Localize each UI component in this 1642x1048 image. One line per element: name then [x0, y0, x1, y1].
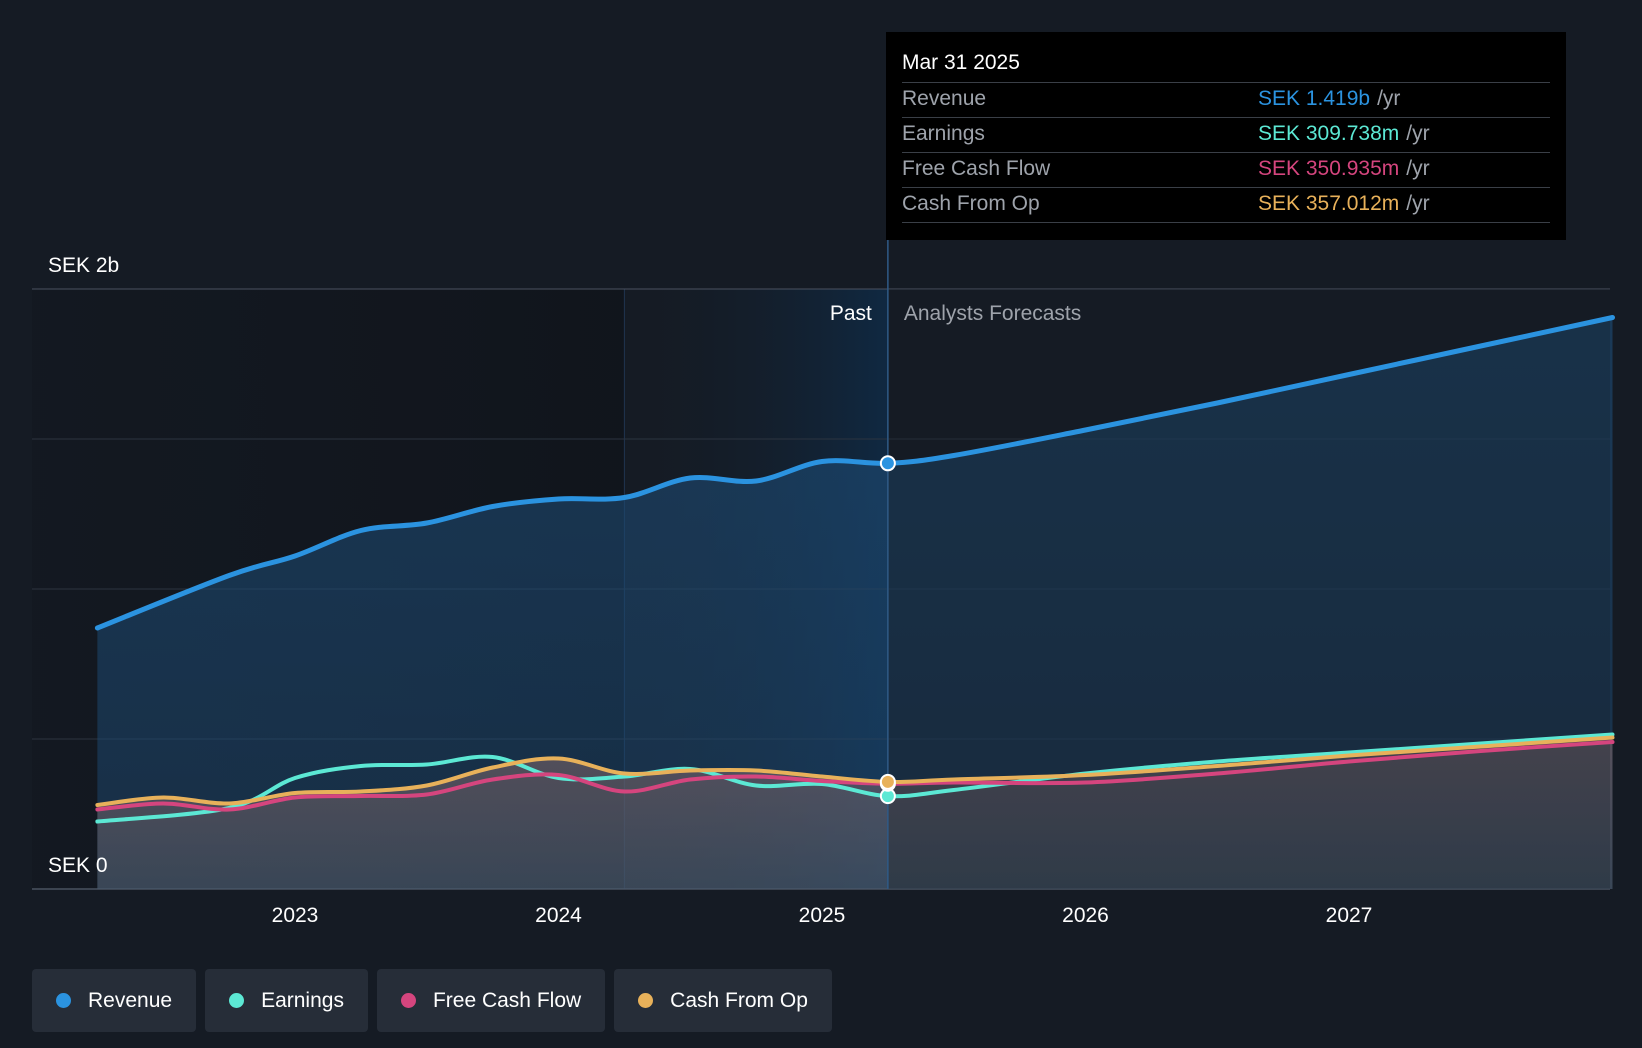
legend-item-revenue[interactable]: Revenue: [32, 969, 197, 1032]
cash-from-op-line: [95, 735, 1615, 807]
tooltip-value: SEK 309.738m: [1258, 122, 1400, 145]
x-tick-label: 2024: [535, 904, 582, 927]
lower-series-area: [97, 737, 1613, 889]
x-tick-label: 2026: [1062, 904, 1109, 927]
cash-from-op-marker: [879, 773, 896, 790]
tooltip-unit: /yr: [1406, 122, 1430, 145]
tooltip-value: SEK 357.012m: [1258, 192, 1400, 215]
legend-item-free-cash-flow[interactable]: Free Cash Flow: [376, 969, 606, 1032]
tooltip: Mar 31 2025 Revenue SEK 1.419b/yr Earnings…: [886, 32, 1566, 240]
revenue-line: [94, 315, 1615, 631]
past-label: Past: [830, 302, 872, 325]
tooltip-label: Earnings: [902, 122, 985, 145]
earnings-line: [95, 732, 1615, 824]
tooltip-date: Mar 31 2025: [902, 51, 1020, 74]
legend-label: Earnings: [261, 988, 344, 1012]
x-tick-label: 2027: [1326, 904, 1373, 927]
legend-label: Revenue: [88, 988, 173, 1012]
tooltip-unit: /yr: [1406, 157, 1430, 180]
tooltip-value: SEK 1.419b: [1258, 87, 1371, 110]
legend-item-cash-from-op[interactable]: Cash From Op: [614, 969, 832, 1032]
tooltip-unit: /yr: [1406, 192, 1430, 215]
y-axis-top-label: SEK 2b: [48, 254, 119, 277]
tooltip-row: Cash From Op SEK 357.012m/yr: [902, 187, 1550, 223]
legend-dot-icon: [638, 993, 654, 1008]
legend-dot-icon: [229, 993, 245, 1008]
tooltip-value: SEK 350.935m: [1258, 157, 1400, 180]
forecast-overlay: [887, 289, 1610, 889]
free-cash-flow-line: [95, 740, 1615, 812]
revenue-marker: [879, 455, 896, 472]
tooltip-label: Cash From Op: [902, 192, 1040, 215]
legend-item-earnings[interactable]: Earnings: [205, 969, 368, 1032]
x-tick-label: 2025: [799, 904, 846, 927]
tooltip-row: Earnings SEK 309.738m/yr: [902, 117, 1550, 152]
tooltip-row: Revenue SEK 1.419b/yr: [902, 82, 1550, 117]
revenue-area: [97, 317, 1613, 889]
y-axis-bottom-label: SEK 0: [48, 854, 108, 877]
legend-dot-icon: [56, 993, 71, 1008]
forecast-label: Analysts Forecasts: [904, 302, 1081, 325]
tooltip-label: Free Cash Flow: [902, 157, 1051, 180]
legend-label: Free Cash Flow: [432, 988, 582, 1012]
legend-label: Cash From Op: [670, 988, 808, 1012]
x-tick-label: 2023: [272, 904, 319, 927]
tooltip-unit: /yr: [1377, 87, 1401, 110]
legend: Revenue Earnings Free Cash Flow Cash From O…: [32, 969, 841, 1032]
tooltip-label: Revenue: [902, 87, 987, 110]
tooltip-row: Free Cash Flow SEK 350.935m/yr: [902, 152, 1550, 187]
legend-dot-icon: [400, 993, 416, 1008]
